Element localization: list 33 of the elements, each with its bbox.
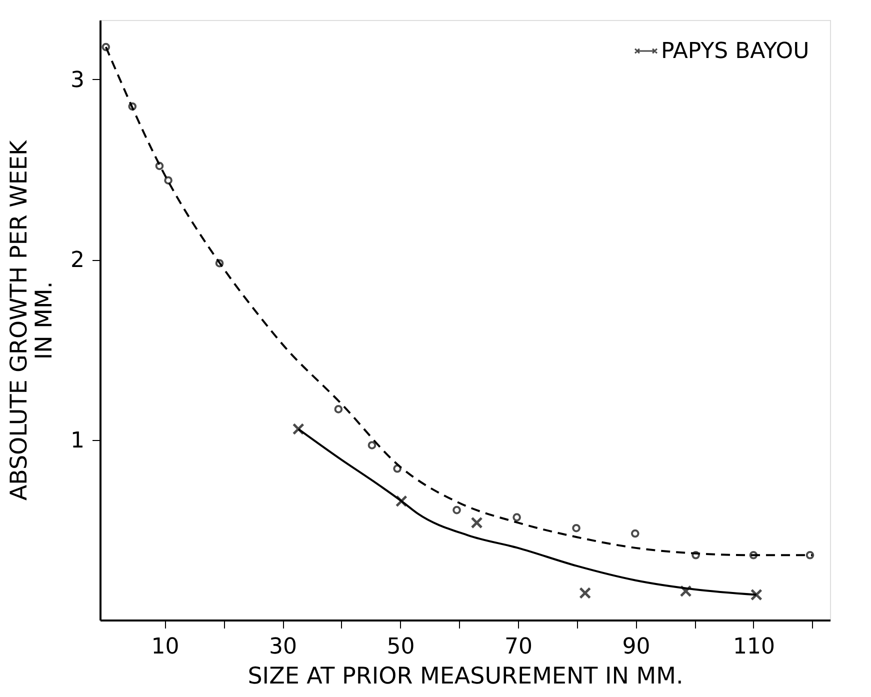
point: [749, 550, 758, 560]
point: [630, 529, 640, 538]
x-tick-label: 70: [504, 634, 532, 660]
legend-label: PAPYS BAYOU: [661, 39, 810, 64]
point: [572, 524, 580, 532]
point: [395, 495, 408, 508]
x-tick-label: 50: [386, 634, 415, 660]
point: [692, 550, 700, 560]
point: [368, 441, 376, 450]
point: [579, 586, 592, 599]
point: [680, 585, 692, 598]
y-axis-title: ABSOLUTE GROWTH PER WEEK IN MM.: [6, 140, 58, 501]
point: [470, 516, 483, 529]
point: [128, 102, 137, 111]
point: [334, 405, 343, 414]
point: [155, 162, 164, 170]
point: [452, 506, 461, 514]
x-axis-title: SIZE AT PRIOR MEASUREMENT IN MM.: [248, 664, 684, 690]
y-tick-label: 3: [70, 68, 84, 93]
x-tick-label: 10: [151, 634, 180, 660]
point: [750, 588, 762, 601]
x-tick-label: 110: [732, 634, 775, 660]
x-tick-label: 90: [622, 634, 650, 660]
point: [215, 259, 224, 268]
point: [102, 42, 110, 52]
point: [164, 176, 172, 185]
y-tick-label: 2: [70, 248, 84, 274]
y-tick-label: 1: [70, 428, 84, 454]
point: [806, 550, 814, 560]
point: [393, 464, 402, 473]
point: [512, 513, 521, 522]
x-tick-label: 30: [269, 634, 297, 660]
point: [292, 423, 304, 435]
